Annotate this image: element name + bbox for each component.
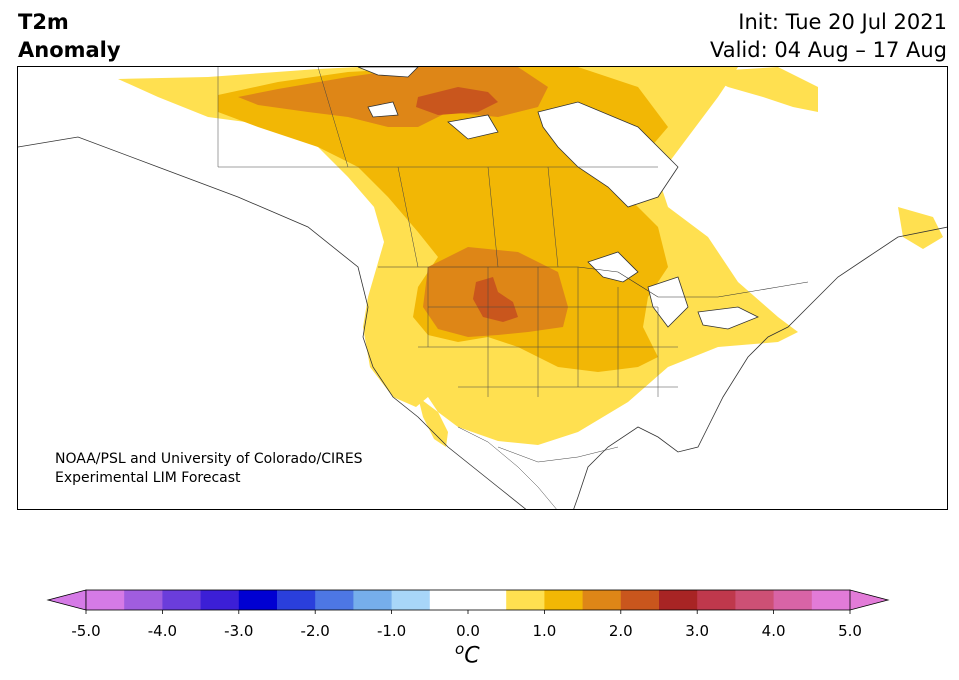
forecast-dates: Init: Tue 20 Jul 2021 Valid: 04 Aug – 17… <box>710 8 947 64</box>
variable-type: Anomaly <box>18 38 121 62</box>
credit-line-2: Experimental LIM Forecast <box>55 470 241 486</box>
colorbar-segment <box>391 590 431 610</box>
colorbar-segment <box>620 590 660 610</box>
colorbar-tick-label: -5.0 <box>71 622 101 640</box>
anomaly-region-baja <box>418 397 448 447</box>
init-date: Init: Tue 20 Jul 2021 <box>738 10 947 34</box>
anomaly-map <box>17 66 948 510</box>
state-borders <box>217 67 678 397</box>
arctic-islands <box>357 67 499 140</box>
anomaly-region-northeast-lobe <box>698 67 818 112</box>
colorbar-segment <box>506 590 545 610</box>
credit-line-1: NOAA/PSL and University of Colorado/CIRE… <box>55 451 363 467</box>
variable-name: T2m <box>18 10 69 34</box>
colorbar-under-arrow <box>46 589 87 611</box>
unit-degree: o <box>455 640 465 658</box>
colorbar-segment <box>429 590 469 610</box>
hudson-bay <box>537 101 679 208</box>
colorbar-segment <box>162 590 202 610</box>
anomaly-region-2p0-2p5-plains <box>473 277 518 322</box>
colorbar <box>46 589 890 614</box>
colorbar-segment <box>697 590 736 610</box>
source-credit: NOAA/PSL and University of Colorado/CIRE… <box>55 450 363 488</box>
colorbar-over-arrow <box>849 589 890 611</box>
colorbar-segment <box>811 590 851 610</box>
anomaly-region-2p0-2p5-north <box>416 87 498 115</box>
unit-letter: C <box>464 643 480 669</box>
colorbar-segment <box>582 590 622 610</box>
colorbar-segment <box>773 590 813 610</box>
colorbar-tick-label: -4.0 <box>147 622 178 640</box>
colorbar-segment <box>238 590 278 610</box>
colorbar-segment <box>200 590 240 610</box>
colorbar-tick-label: 2.0 <box>608 622 633 640</box>
colorbar-segment <box>544 590 584 610</box>
colorbar-segment <box>353 590 393 610</box>
colorbar-segment <box>277 590 316 610</box>
valid-range: Valid: 04 Aug – 17 Aug <box>709 38 947 62</box>
colorbar-segment <box>124 590 163 610</box>
colorbar-segment <box>735 590 775 610</box>
colorbar-tick-label: 4.0 <box>761 622 786 640</box>
colorbar-tick-label: -2.0 <box>300 622 330 640</box>
colorbar-tick-label: 3.0 <box>685 622 710 640</box>
map-canvas <box>18 67 947 509</box>
colorbar-tick-label: 0.0 <box>456 622 480 640</box>
great-lakes <box>587 251 759 330</box>
anomaly-region-labrador <box>898 207 943 249</box>
west-coast <box>18 136 527 509</box>
colorbar-segment <box>659 590 698 610</box>
colorbar-tick-label: -1.0 <box>376 622 407 640</box>
colorbar-segment <box>315 590 354 610</box>
colorbar-segment <box>468 590 507 610</box>
colorbar-tick-label: -3.0 <box>224 622 254 640</box>
colorbar-segment <box>86 590 125 610</box>
colorbar-tick-label: 1.0 <box>532 622 557 640</box>
mexico-outline <box>457 426 619 509</box>
colorbar-unit: oC <box>455 640 480 668</box>
map-title: T2m Anomaly <box>18 8 121 64</box>
colorbar-tick-label: 5.0 <box>838 622 862 640</box>
